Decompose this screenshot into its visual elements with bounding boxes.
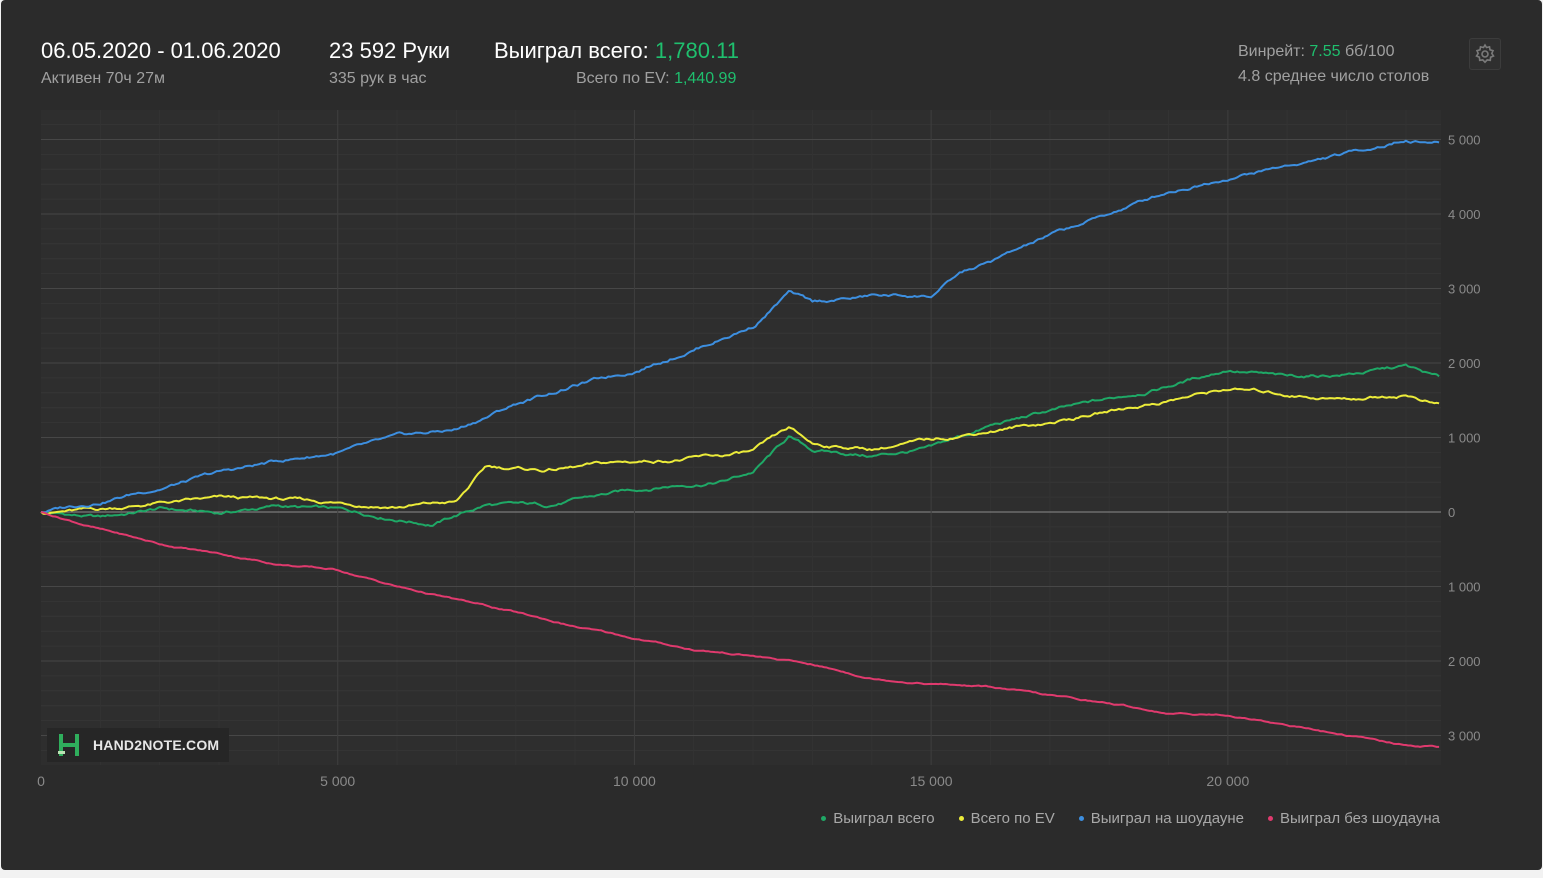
legend-item-ev-total[interactable]: Всего по EV xyxy=(958,810,1055,827)
legend-dot xyxy=(821,816,827,821)
legend-label: Выиграл всего xyxy=(833,810,935,827)
chart-legend: Выиграл всего Всего по EV Выиграл на шоу… xyxy=(821,810,1440,827)
legend-item-non-showdown[interactable]: Выиграл без шоудауна xyxy=(1268,810,1440,827)
avg-tables: 4.8 среднее число столов xyxy=(1238,68,1430,85)
y-tick-label: 3 000 xyxy=(1448,282,1481,297)
series-line-3 xyxy=(40,139,1440,514)
legend-dot xyxy=(1268,816,1274,821)
y-tick-label: 4 000 xyxy=(1448,207,1481,222)
active-time: Активен 70ч 27м xyxy=(41,70,165,87)
winrate-label: Винрейт: xyxy=(1238,43,1305,60)
date-range: 06.05.2020 - 01.06.2020 xyxy=(41,38,281,63)
gear-icon xyxy=(1475,43,1495,64)
winrate: Винрейт: 7.55 бб/100 xyxy=(1238,43,1394,61)
legend-label: Выиграл без шоудауна xyxy=(1280,810,1440,827)
series-line-4 xyxy=(40,511,1440,748)
winrate-value: 7.55 xyxy=(1309,43,1341,60)
y-axis: 5 000 4 000 3 000 2 000 1 000 0 1 000 2 000 3 00… xyxy=(1448,133,1481,744)
series-lines xyxy=(40,139,1440,748)
won-total-value: 1,780.11 xyxy=(654,38,739,63)
x-tick-label: 10 000 xyxy=(613,773,656,789)
series-line-2 xyxy=(40,387,1440,515)
y-tick-label: 2 000 xyxy=(1448,654,1481,669)
legend-label: Всего по EV xyxy=(970,810,1055,827)
ev-total-label: Всего по EV: xyxy=(576,70,670,87)
hands-per-hour: 335 рук в час xyxy=(329,70,427,87)
y-tick-label: 0 xyxy=(1448,505,1455,520)
x-tick-label: 20 000 xyxy=(1206,773,1249,789)
x-tick-label: 5 000 xyxy=(320,773,355,789)
legend-dot xyxy=(1078,816,1084,821)
x-axis: 0 5 000 10 000 15 000 20 000 xyxy=(37,773,1249,789)
hands-count: 23 592 Руки xyxy=(329,38,450,63)
x-tick-label: 15 000 xyxy=(910,773,953,789)
hand2note-watermark: HAND2NOTE.COM xyxy=(47,728,229,762)
y-tick-label: 1 000 xyxy=(1448,580,1481,595)
x-tick-label: 0 xyxy=(37,773,45,789)
won-total: Выиграл всего: 1,780.11 xyxy=(494,38,739,64)
legend-dot xyxy=(958,816,964,821)
legend-item-won-total[interactable]: Выиграл всего xyxy=(821,810,935,827)
won-total-label: Выиграл всего: xyxy=(494,38,649,63)
y-tick-label: 1 000 xyxy=(1448,431,1481,446)
legend-item-showdown[interactable]: Выиграл на шоудауне xyxy=(1078,810,1245,827)
y-tick-label: 3 000 xyxy=(1448,729,1481,744)
legend-label: Выиграл на шоудауне xyxy=(1090,810,1245,827)
major-grid xyxy=(41,110,1441,765)
hand2note-logo-icon xyxy=(58,734,79,756)
watermark-text: HAND2NOTE.COM xyxy=(93,737,220,753)
y-tick-label: 2 000 xyxy=(1448,356,1481,371)
settings-button[interactable] xyxy=(1469,38,1501,70)
ev-total-value: 1,440.99 xyxy=(674,70,737,87)
winrate-unit: бб/100 xyxy=(1345,43,1395,60)
ev-total: Всего по EV: 1,440.99 xyxy=(576,70,736,88)
series-line-1 xyxy=(40,363,1440,527)
y-tick-label: 5 000 xyxy=(1448,133,1481,148)
